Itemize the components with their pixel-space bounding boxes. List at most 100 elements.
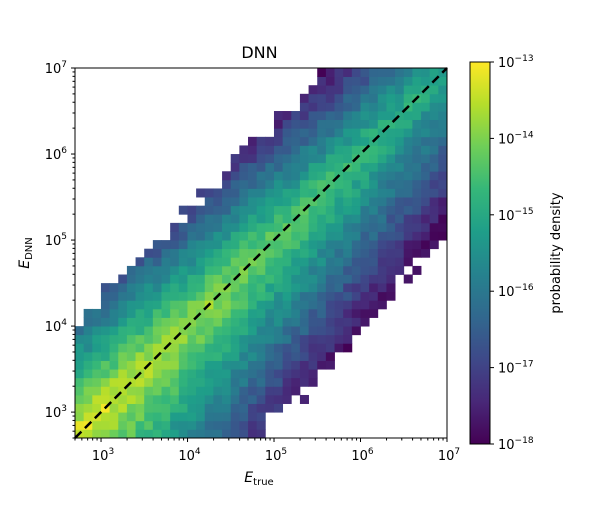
heatmap-cell (196, 394, 206, 404)
heatmap-cell (256, 429, 266, 439)
heatmap-cell (299, 119, 309, 129)
heatmap-cell (291, 308, 301, 318)
heatmap-cell (351, 283, 361, 293)
heatmap-cell (204, 274, 214, 284)
heatmap-cell (317, 240, 327, 250)
heatmap-cell (213, 240, 223, 250)
heatmap-cell (126, 429, 136, 439)
heatmap-cell (421, 171, 431, 181)
heatmap-cell (377, 128, 387, 138)
heatmap-cell (170, 317, 180, 327)
heatmap-cell (135, 377, 145, 387)
heatmap-cell (421, 240, 431, 250)
heatmap-cell (92, 360, 102, 370)
heatmap-cell (403, 119, 413, 129)
heatmap-cell (429, 136, 439, 146)
heatmap-cell (256, 248, 266, 258)
heatmap-cell (256, 214, 266, 224)
heatmap-cell (317, 102, 327, 112)
heatmap-cell (83, 334, 93, 344)
heatmap-cell (395, 205, 405, 215)
heatmap-cell (222, 351, 232, 361)
heatmap-cell (170, 265, 180, 275)
heatmap-cell (196, 300, 206, 310)
heatmap-cell (299, 257, 309, 267)
heatmap-cell (265, 257, 275, 267)
heatmap-cell (144, 429, 154, 439)
heatmap-cell (100, 300, 110, 310)
heatmap-cell (170, 343, 180, 353)
heatmap-cell (161, 369, 171, 379)
heatmap-cell (395, 128, 405, 138)
heatmap-cell (239, 265, 249, 275)
heatmap-cell (152, 360, 162, 370)
heatmap-cell (222, 343, 232, 353)
heatmap-cell (126, 343, 136, 353)
heatmap-cell (222, 412, 232, 422)
heatmap-cell (421, 231, 431, 241)
heatmap-cell (239, 351, 249, 361)
heatmap-cell (299, 154, 309, 164)
heatmap-cell (109, 351, 119, 361)
heatmap-cell (118, 334, 128, 344)
heatmap-cell (92, 334, 102, 344)
heatmap-cell (429, 231, 439, 241)
heatmap-cell (403, 214, 413, 224)
heatmap-cell (317, 197, 327, 207)
heatmap-cell (403, 257, 413, 267)
heatmap-cell (144, 394, 154, 404)
heatmap-cell (334, 214, 344, 224)
heatmap-cell (377, 68, 387, 77)
heatmap-cell (265, 214, 275, 224)
heatmap-cell (170, 240, 180, 250)
heatmap-cell (273, 377, 284, 387)
heatmap-cell (377, 205, 387, 215)
heatmap-cell (248, 412, 258, 422)
heatmap-cell (230, 308, 240, 318)
heatmap-cell (239, 231, 249, 241)
heatmap-cell (222, 429, 232, 439)
heatmap-cell (282, 188, 292, 198)
heatmap-cell (152, 326, 162, 336)
heatmap-cell (170, 403, 180, 413)
heatmap-cell (273, 291, 284, 301)
y-axis-label-main: E (17, 260, 33, 269)
heatmap-cell (100, 429, 110, 439)
heatmap-cell (334, 274, 344, 284)
heatmap-cell (291, 369, 301, 379)
heatmap-cell (187, 205, 197, 215)
heatmap-cell (273, 188, 284, 198)
heatmap-cell (377, 283, 387, 293)
heatmap-cell (282, 197, 292, 207)
heatmap-cell (187, 412, 197, 422)
heatmap-cell (343, 205, 353, 215)
heatmap-cell (230, 214, 240, 224)
heatmap-cell (213, 197, 223, 207)
heatmap-cell (204, 326, 214, 336)
heatmap-cell (429, 214, 439, 224)
heatmap-cell (239, 248, 249, 258)
heatmap-cell (403, 68, 413, 77)
heatmap-cell (213, 403, 223, 413)
heatmap-cell (239, 145, 249, 155)
heatmap-cell (291, 317, 301, 327)
heatmap-cell (196, 291, 206, 301)
heatmap-cell (351, 265, 361, 275)
heatmap-cell (256, 386, 266, 396)
heatmap-cell (317, 119, 327, 129)
heatmap-cell (273, 248, 284, 258)
heatmap-cell (222, 240, 232, 250)
heatmap-cell (334, 162, 344, 172)
heatmap-cell (308, 248, 318, 258)
heatmap-cell (369, 265, 379, 275)
heatmap-cell (282, 214, 292, 224)
heatmap-cell (222, 231, 232, 241)
heatmap-cell (325, 102, 335, 112)
heatmap-cell (161, 265, 171, 275)
heatmap-cell (135, 300, 145, 310)
heatmap-cell (222, 197, 232, 207)
heatmap-cell (100, 317, 110, 327)
heatmap-cell (126, 300, 136, 310)
heatmap-cell (360, 76, 370, 86)
heatmap-cell (421, 197, 431, 207)
